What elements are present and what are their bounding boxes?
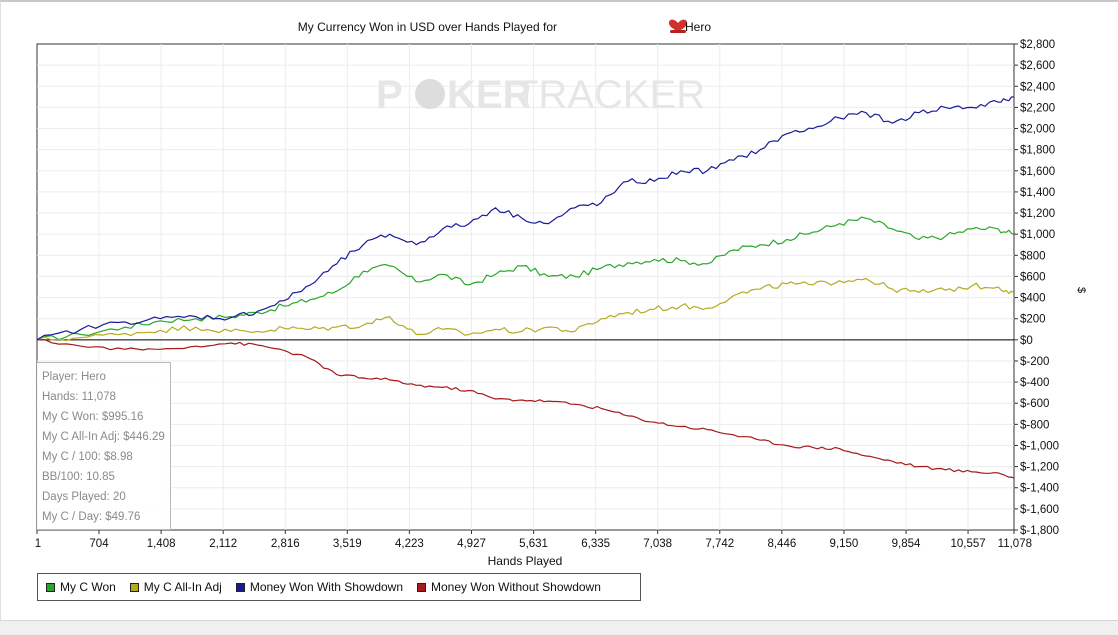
legend-item[interactable]: Money Won Without Showdown xyxy=(417,580,601,594)
stat-line: My C Won: $995.16 xyxy=(42,411,144,423)
y-tick-label: $-1,200 xyxy=(1020,462,1059,474)
x-tick-label: 11,078 xyxy=(998,538,1032,550)
legend-label: Money Won Without Showdown xyxy=(431,580,601,594)
chart-title-player: Hero xyxy=(685,20,711,34)
stat-line: My C / 100: $8.98 xyxy=(42,451,133,463)
y-tick-label: $0 xyxy=(1020,335,1033,347)
y-tick-label: $1,600 xyxy=(1020,166,1055,178)
y-tick-label: $2,400 xyxy=(1020,81,1055,93)
chart-legend: My C Won My C All-In Adj Money Won With Sh… xyxy=(37,573,641,601)
x-tick-label: 7,038 xyxy=(643,538,672,550)
svg-text:KER: KER xyxy=(447,73,532,117)
y-tick-label: $1,000 xyxy=(1020,229,1055,241)
y-tick-label: $2,600 xyxy=(1020,60,1055,72)
x-axis: 1 704 1,408 2,112 2,816 3,519 4,223 4,927 5,631 6… xyxy=(35,530,1032,550)
legend-label: My C All-In Adj xyxy=(143,580,222,594)
x-tick-label: 1 xyxy=(35,538,41,550)
y-tick-label: $-200 xyxy=(1020,356,1049,368)
stat-line: Player: Hero xyxy=(42,371,106,383)
x-tick-label: 7,742 xyxy=(705,538,734,550)
stat-line: My C / Day: $49.76 xyxy=(42,511,141,523)
y-tick-label: $2,000 xyxy=(1020,124,1055,136)
x-tick-label: 10,557 xyxy=(950,538,985,550)
y-tick-label: $1,200 xyxy=(1020,208,1055,220)
y-tick-label: $200 xyxy=(1020,314,1046,326)
pokertracker-watermark: P KER TRACKER xyxy=(376,73,705,117)
x-tick-label: 9,150 xyxy=(830,538,859,550)
legend-item[interactable]: My C Won xyxy=(46,580,116,594)
x-tick-label: 6,335 xyxy=(581,538,610,550)
legend-swatch xyxy=(46,582,55,592)
y-tick-label: $-1,400 xyxy=(1020,483,1059,495)
watermark-chip-icon xyxy=(415,79,445,109)
stat-line: BB/100: 10.85 xyxy=(42,471,115,483)
grid-lines xyxy=(37,44,1014,530)
series-line xyxy=(36,96,1015,341)
legend-item[interactable]: My C All-In Adj xyxy=(129,580,222,594)
y-tick-label: $-1,000 xyxy=(1020,440,1059,452)
y-tick-label: $2,200 xyxy=(1020,102,1055,114)
y-tick-label: $-1,800 xyxy=(1020,525,1059,537)
legend-swatch xyxy=(129,582,139,592)
x-tick-label: 1,408 xyxy=(147,538,176,550)
x-tick-label: 5,631 xyxy=(519,538,548,550)
y-tick-label: $-600 xyxy=(1020,398,1049,410)
stat-line: Hands: 11,078 xyxy=(42,391,116,403)
status-strip xyxy=(0,620,1118,635)
chart-title: My Currency Won in USD over Hands Played… xyxy=(298,20,557,34)
y-tick-label: $2,800 xyxy=(1020,39,1055,51)
x-tick-label: 3,519 xyxy=(333,538,362,550)
y-tick-label: $1,800 xyxy=(1020,145,1055,157)
x-tick-label: 4,223 xyxy=(395,538,424,550)
legend-label: Money Won With Showdown xyxy=(249,580,404,594)
y-tick-label: $600 xyxy=(1020,271,1046,283)
svg-text:P: P xyxy=(376,73,403,117)
y-tick-label: $400 xyxy=(1020,293,1046,305)
x-axis-label: Hands Played xyxy=(488,554,563,568)
svg-text:TRACKER: TRACKER xyxy=(514,73,705,117)
y-axis-label: $ xyxy=(1075,287,1087,293)
x-tick-label: 8,446 xyxy=(767,538,796,550)
series-line xyxy=(36,216,1015,341)
legend-swatch xyxy=(235,582,245,592)
x-tick-label: 2,112 xyxy=(209,538,237,550)
x-tick-label: 704 xyxy=(89,538,109,550)
stat-line: Days Played: 20 xyxy=(42,491,126,503)
plot-area xyxy=(36,43,1015,531)
y-tick-label: $1,400 xyxy=(1020,187,1055,199)
x-tick-label: 9,854 xyxy=(892,538,921,550)
y-tick-label: $-1,600 xyxy=(1020,504,1059,516)
legend-item[interactable]: Money Won With Showdown xyxy=(235,580,404,594)
y-axis: $2,800 $2,600 $2,400 $2,200 $2,000 $1,800 $1,6… xyxy=(1014,39,1059,537)
series-lines xyxy=(36,96,1015,479)
stat-line: My C All-In Adj: $446.29 xyxy=(42,431,165,443)
legend-label: My C Won xyxy=(60,580,116,594)
player-stats-box: Player: Hero Hands: 11,078 My C Won: $995.… xyxy=(37,362,171,530)
x-tick-label: 2,816 xyxy=(271,538,300,550)
series-line xyxy=(36,338,1015,479)
legend-swatch xyxy=(417,582,427,592)
x-tick-label: 4,927 xyxy=(457,538,486,550)
poker-chip-icon xyxy=(669,19,687,33)
y-tick-label: $-800 xyxy=(1020,419,1049,431)
y-tick-label: $-400 xyxy=(1020,377,1049,389)
y-tick-label: $800 xyxy=(1020,250,1046,262)
series-line xyxy=(36,277,1015,342)
